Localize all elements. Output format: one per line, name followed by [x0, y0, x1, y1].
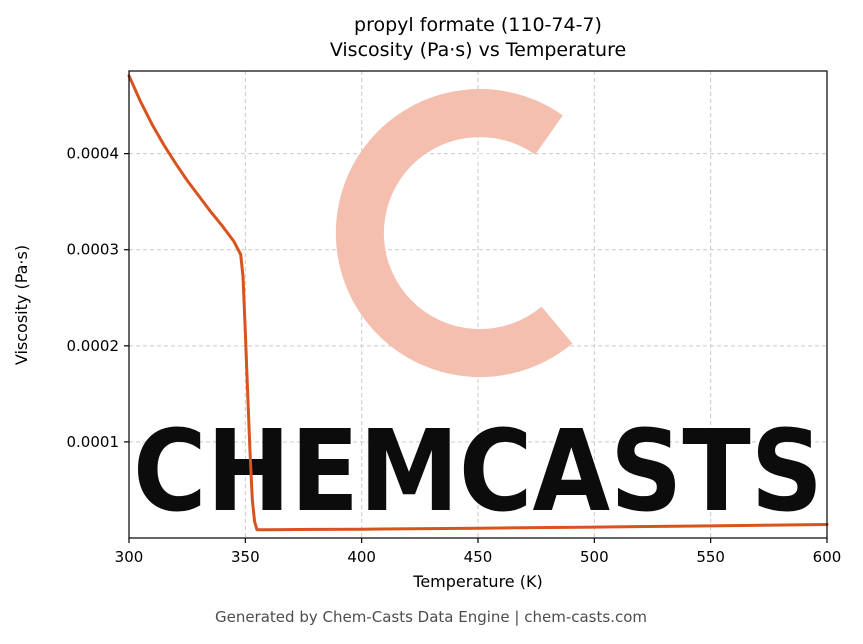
y-axis-label: Viscosity (Pa·s)	[12, 245, 31, 365]
y-tick-label: 0.0001	[67, 433, 120, 451]
axis-ticks: 300 350 400 450 500 550 600 0.0001 0.0002 0.0003 0…	[67, 145, 842, 566]
y-tick-label: 0.0004	[67, 145, 120, 163]
y-tick-label: 0.0002	[67, 337, 120, 355]
x-tick-label: 450	[464, 548, 493, 566]
x-tick-label: 500	[580, 548, 609, 566]
watermark-text: CHEMCASTS	[133, 407, 823, 537]
data-series	[127, 74, 829, 532]
chart-title-line1: propyl formate (110-74-7)	[354, 14, 602, 36]
c-logo-inner-texture	[404, 152, 536, 315]
x-tick-label: 400	[347, 548, 376, 566]
y-tick-label: 0.0003	[67, 241, 120, 259]
series-line-viscosity	[127, 74, 829, 532]
x-axis-label: Temperature (K)	[412, 572, 542, 591]
x-tick-label: 550	[696, 548, 725, 566]
x-tick-label: 300	[115, 548, 144, 566]
footer-credit: Generated by Chem-Casts Data Engine | ch…	[215, 608, 647, 626]
x-tick-label: 350	[231, 548, 260, 566]
c-logo-arc	[335, 89, 573, 378]
chart-title-line2: Viscosity (Pa·s) vs Temperature	[330, 39, 626, 61]
x-tick-label: 600	[813, 548, 842, 566]
chemcasts-c-logo-icon	[335, 89, 573, 378]
